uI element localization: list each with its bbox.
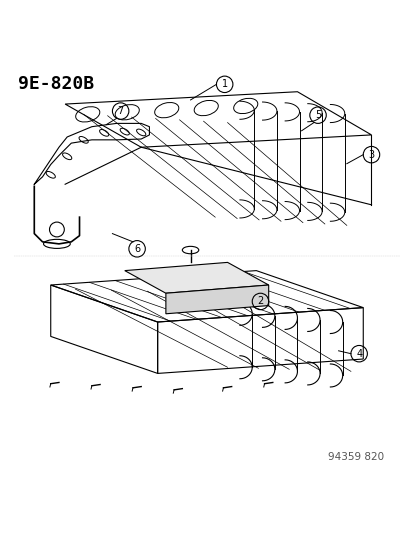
Polygon shape [124, 262, 268, 293]
Text: 7: 7 [117, 106, 123, 116]
Text: 94359 820: 94359 820 [327, 452, 383, 462]
Text: 6: 6 [134, 244, 140, 254]
Text: 2: 2 [257, 296, 263, 306]
Text: 9E-820B: 9E-820B [18, 75, 94, 93]
Text: 3: 3 [368, 150, 374, 160]
Text: 4: 4 [355, 349, 361, 359]
Text: 1: 1 [221, 79, 227, 90]
Text: 5: 5 [314, 110, 320, 120]
Polygon shape [166, 285, 268, 314]
